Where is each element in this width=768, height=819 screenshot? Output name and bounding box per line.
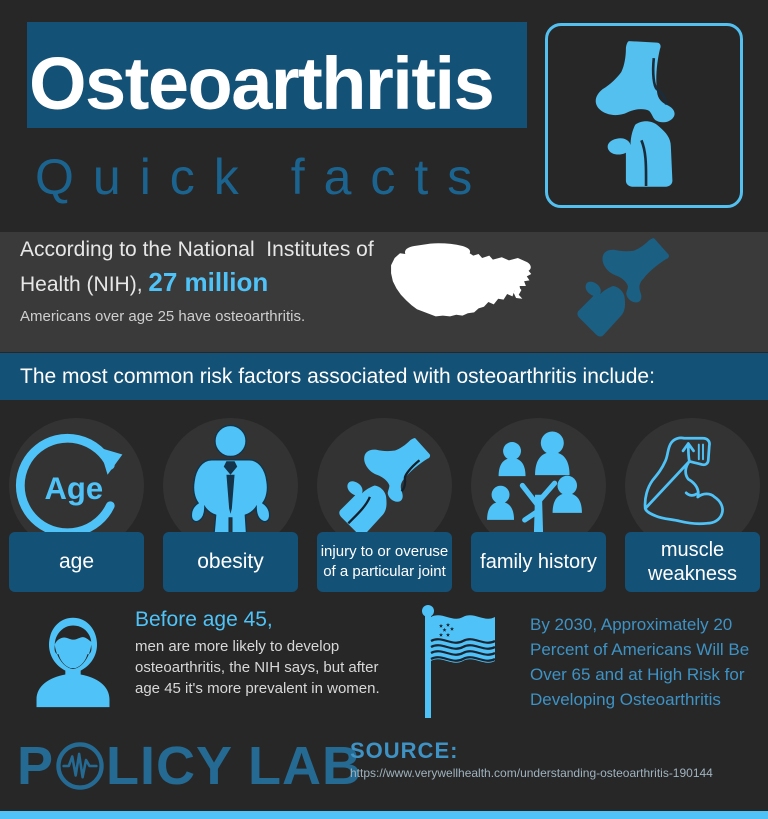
svg-text:Age: Age [44, 471, 103, 506]
